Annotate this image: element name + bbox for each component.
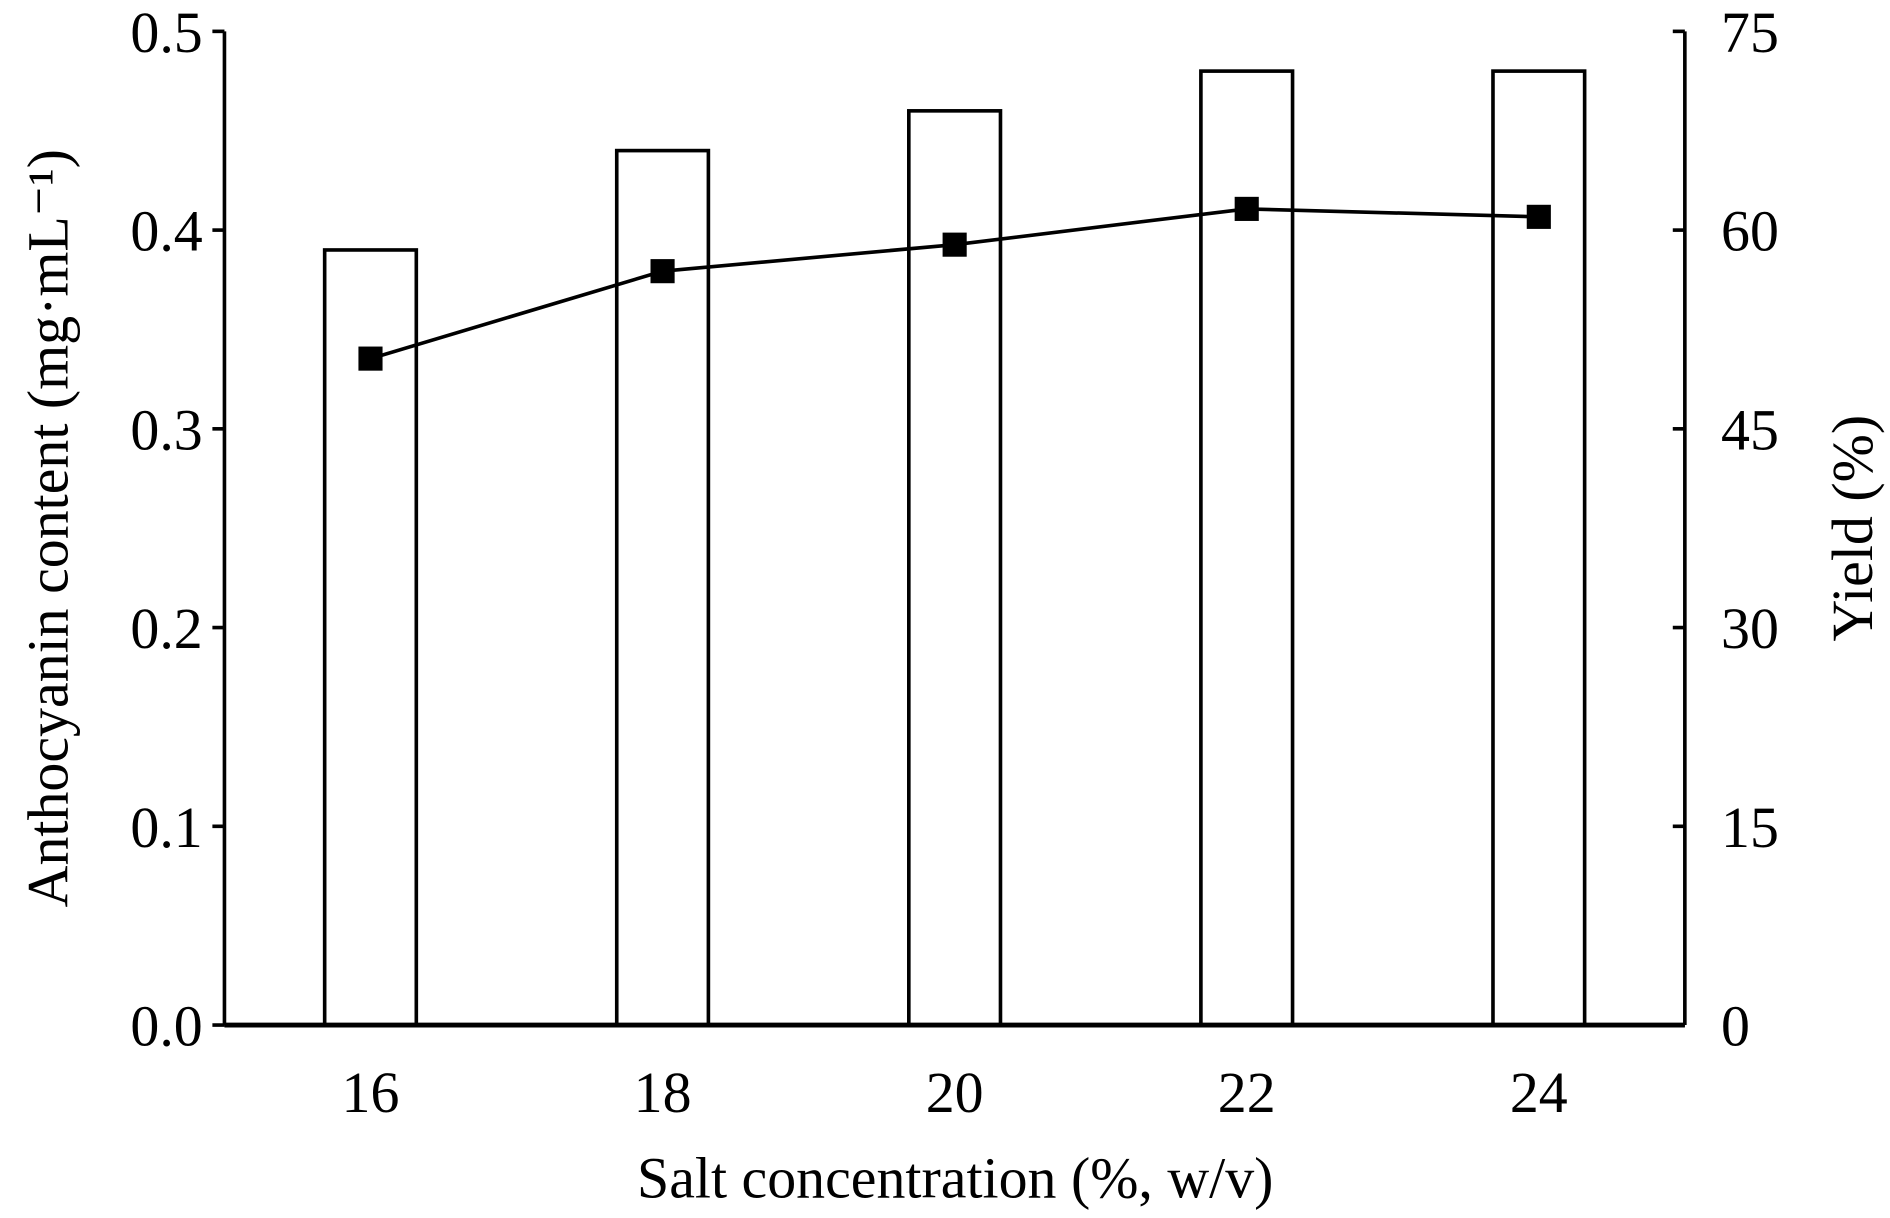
bar-18 [614,148,711,1027]
x-tick-label: 24 [1510,1060,1568,1125]
x-tick-label: 16 [342,1060,400,1125]
bar-22 [1199,69,1295,1027]
y-axis-label: Anthocyanin content (mg·mL⁻¹) [16,149,81,907]
yield-marker-22 [1234,196,1259,221]
y2-tick-label: 15 [1721,795,1779,860]
yield-marker-16 [358,346,383,371]
x-axis-label: Salt concentration (%, w/v) [637,1145,1273,1210]
yield-marker-20 [942,232,967,257]
yield-marker-24 [1526,204,1551,229]
x-tick-label: 22 [1218,1060,1276,1125]
yield-line [358,196,1551,371]
y-tick-label: 0.4 [130,199,202,264]
y-tick-label: 0.1 [130,795,202,860]
axes [212,29,1687,1028]
y-tick-label: 0.3 [130,397,202,462]
yield-marker-18 [650,259,675,284]
y-tick-label: 0.5 [130,0,202,65]
bar-16 [322,248,419,1027]
y-tick-label: 0.0 [130,994,202,1059]
bars [322,69,1587,1027]
x-tick-label: 20 [926,1060,984,1125]
y2-tick-label: 30 [1721,596,1779,661]
tick-labels: 0.0 0.1 0.2 0.3 0.4 0.5 0 15 30 45 60 75 16 18 20 22 24 [130,0,1778,1125]
y-tick-label: 0.2 [130,596,202,661]
y2-axis-label: Yield (%) [1820,415,1885,642]
x-tick-label: 18 [634,1060,692,1125]
y2-tick-label: 75 [1721,0,1779,65]
y2-tick-label: 0 [1721,994,1750,1059]
y2-tick-label: 60 [1721,199,1779,264]
y2-tick-label: 45 [1721,397,1779,462]
bar-20 [907,109,1003,1027]
